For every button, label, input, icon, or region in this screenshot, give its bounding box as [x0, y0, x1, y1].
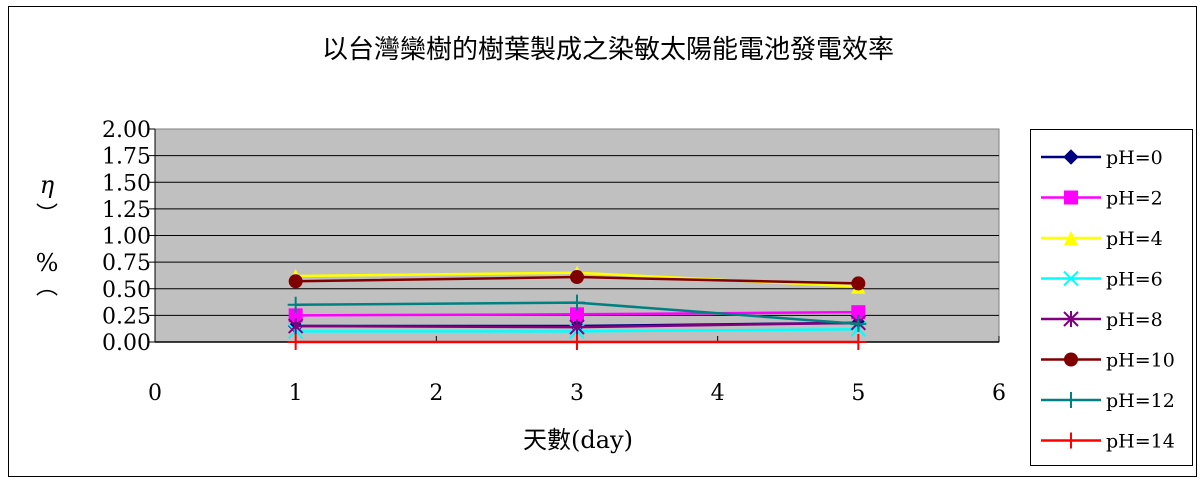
legend-label: pH=2 — [1106, 188, 1163, 210]
legend-item: pH=10 — [1041, 350, 1175, 372]
y-axis-title-glyph: η — [40, 171, 55, 199]
y-axis-title-glyph: % — [36, 249, 59, 277]
data-point — [570, 270, 584, 285]
y-axis-ticks: 0.000.250.500.751.001.251.501.752.00 — [102, 118, 155, 356]
series-ph-8 — [287, 314, 867, 336]
legend-label: pH=14 — [1106, 431, 1175, 453]
data-point — [851, 276, 866, 291]
legend-item: pH=8 — [1041, 309, 1163, 331]
legend-item: pH=2 — [1041, 188, 1163, 210]
data-point — [1063, 392, 1079, 408]
legend-label: pH=0 — [1106, 147, 1163, 169]
data-point — [288, 274, 303, 289]
y-tick-label: 0.00 — [102, 331, 151, 356]
data-point — [851, 305, 866, 320]
data-point — [287, 296, 304, 313]
y-tick-label: 1.25 — [102, 198, 151, 223]
data-point — [288, 308, 303, 323]
legend-label: pH=6 — [1106, 269, 1163, 291]
legend-item: pH=6 — [1041, 269, 1163, 291]
series-ph-2 — [288, 305, 866, 323]
x-tick-label: 1 — [289, 381, 303, 406]
legend-item: pH=0 — [1041, 147, 1163, 169]
data-point — [1063, 311, 1079, 327]
legend-box — [1030, 129, 1193, 466]
y-tick-label: 0.25 — [102, 304, 151, 329]
x-tick-label: 4 — [711, 381, 725, 406]
x-tick-label: 5 — [851, 381, 865, 406]
data-point — [850, 334, 867, 350]
data-point — [1063, 432, 1079, 449]
data-point — [1063, 270, 1079, 287]
series-ph-14 — [287, 334, 867, 350]
data-point — [569, 319, 585, 336]
data-point — [569, 294, 585, 311]
x-tick-label: 2 — [429, 381, 443, 406]
x-axis-ticks: 0 1 2 3 4 5 6 — [148, 336, 1006, 406]
y-axis-title-glyph: ︶ — [36, 203, 58, 228]
y-tick-label: 1.00 — [102, 225, 151, 250]
legend: pH=0 pH=2 pH=4 pH=6 pH=8 pH=10 pH=12 pH=14 — [1041, 147, 1175, 453]
legend-label: pH=12 — [1106, 390, 1175, 412]
data-point — [287, 334, 304, 350]
legend-label: pH=10 — [1106, 350, 1175, 372]
legend-item: pH=4 — [1041, 228, 1163, 250]
x-tick-label: 3 — [570, 381, 584, 406]
y-tick-label: 0.75 — [102, 251, 151, 276]
data-point — [1064, 352, 1078, 367]
y-tick-label: 1.75 — [102, 145, 151, 170]
data-point — [287, 318, 304, 335]
x-tick-label: 6 — [992, 381, 1006, 406]
y-axis-title: η（%）η︶%︵ — [36, 171, 59, 300]
series-group — [287, 265, 867, 350]
y-tick-label: 0.50 — [102, 278, 151, 303]
y-tick-label: 2.00 — [102, 118, 151, 143]
legend-item: pH=12 — [1041, 390, 1175, 412]
data-point — [1064, 190, 1078, 205]
y-axis-title-glyph: ︵ — [36, 275, 58, 300]
data-point — [569, 334, 585, 350]
x-tick-label: 0 — [148, 381, 162, 406]
y-tick-label: 1.50 — [102, 171, 151, 196]
legend-label: pH=8 — [1106, 309, 1163, 331]
data-point — [570, 307, 584, 322]
chart-title: 以台灣欒樹的樹葉製成之染敏太陽能電池發電效率 — [322, 35, 894, 65]
data-point — [1063, 149, 1079, 165]
legend-label: pH=4 — [1106, 228, 1163, 250]
series-ph-10 — [288, 270, 866, 291]
data-point — [850, 315, 867, 332]
series-ph-12 — [287, 294, 867, 332]
data-point — [1064, 231, 1078, 245]
legend-item: pH=14 — [1041, 431, 1175, 453]
x-axis-title: 天數(day) — [523, 426, 633, 454]
